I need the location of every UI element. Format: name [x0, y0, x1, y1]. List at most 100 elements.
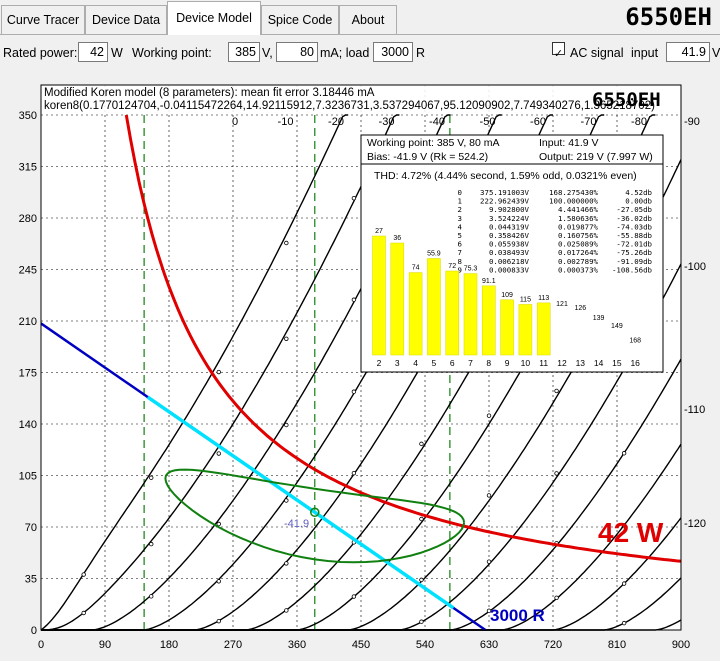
harmonics-table-cell: 4.441466%: [558, 205, 599, 214]
model-parameters: koren8(0.1770124704,-0.04115472264,14.92…: [44, 100, 655, 112]
y-tick-label: 0: [31, 625, 37, 637]
tab-spice-code[interactable]: Spice Code: [261, 5, 339, 34]
x-tick-label: 0: [38, 639, 44, 651]
harmonic-bar-value: 36: [393, 235, 401, 242]
measured-point: [486, 559, 492, 564]
x-tick-label: 900: [672, 639, 690, 651]
ac-signal-checkbox[interactable]: ✓: [552, 42, 565, 60]
harmonic-category-label: 14: [594, 358, 604, 368]
harmonic-bar: [518, 304, 533, 356]
harmonic-bar: [463, 273, 478, 356]
grid-voltage-label: -100: [684, 261, 706, 273]
measured-point: [419, 619, 424, 624]
bias-info: Bias: -41.9 V (Rk = 524.2): [367, 151, 488, 163]
measured-point: [149, 594, 154, 599]
harmonics-table-cell: 1.580636%: [558, 214, 599, 223]
tab-curve-tracer[interactable]: Curve Tracer: [1, 5, 85, 34]
measured-point: [351, 470, 357, 476]
working-current-input[interactable]: [276, 42, 318, 62]
y-tick-label: 140: [19, 419, 37, 431]
measured-point: [554, 471, 559, 476]
working-voltage-unit: V,: [262, 46, 273, 60]
grid-voltage-label: -70: [581, 116, 597, 128]
harmonic-bar-value: 27: [375, 228, 383, 235]
measured-point: [81, 572, 86, 577]
harmonics-table: 0 375.191003V 168.275430% 4.52db 1 222.962439…: [458, 188, 653, 274]
measured-point: [284, 608, 289, 613]
harmonics-table-cell: 0.025089%: [558, 240, 599, 249]
x-tick-label: 180: [160, 639, 178, 651]
harmonics-table-cell: 0.038493V: [489, 248, 530, 257]
measured-point: [351, 594, 357, 599]
measured-point: [149, 541, 154, 547]
harmonic-bar: [372, 235, 386, 356]
x-tick-label: 360: [288, 639, 306, 651]
harmonics-bar-chart: 27236374455.9572675.3791.181099115101131…: [372, 228, 641, 368]
model-title: Modified Koren model (8 parameters): mea…: [44, 87, 375, 99]
tab-device-data[interactable]: Device Data: [85, 5, 167, 34]
load-plot-label: 3000 R: [490, 606, 545, 625]
x-tick-label: 90: [99, 639, 111, 651]
plate-curve: [40, 114, 349, 631]
measured-point: [81, 610, 86, 616]
harmonic-bar-value: 72: [448, 263, 456, 270]
harmonics-table-cell: -55.88db: [616, 231, 652, 240]
harmonics-table-cell: 2: [458, 205, 462, 214]
thd-summary: THD: 4.72% (4.44% second, 1.59% odd, 0.0…: [374, 170, 637, 182]
harmonic-bar-value: 126: [574, 305, 586, 312]
harmonic-bar: [482, 285, 496, 356]
grid-voltage-label: -30: [379, 116, 395, 128]
y-tick-label: 350: [19, 110, 37, 122]
harmonics-table-cell: 100.000000%: [549, 197, 598, 206]
measured-point: [284, 336, 289, 341]
harmonic-category-label: 15: [612, 358, 622, 368]
tab-device-model[interactable]: Device Model: [167, 1, 261, 35]
load-unit: R: [416, 46, 426, 60]
harmonic-bar-value: 168: [629, 338, 641, 345]
harmonics-table-cell: 0.006218V: [489, 257, 530, 266]
harmonics-table-cell: 1: [458, 197, 462, 206]
harmonics-table-cell: 0.000373%: [558, 265, 599, 274]
measured-point: [284, 240, 289, 246]
harmonics-table-cell: 6: [458, 240, 462, 249]
y-tick-label: 175: [19, 368, 37, 380]
measured-point: [486, 608, 492, 614]
grid-voltage-label: -10: [278, 116, 294, 128]
bias-label: -41.9: [284, 518, 309, 530]
measured-point: [351, 297, 357, 302]
measured-point: [216, 579, 221, 584]
measured-point: [554, 595, 559, 600]
parameter-row: Rated power: W Working point: V, mA; loa…: [0, 42, 720, 66]
plot-frame: [40, 84, 682, 631]
measured-point: [216, 521, 221, 527]
harmonics-table-cell: 0.002789%: [558, 257, 599, 266]
working-point-marker: [310, 507, 320, 518]
harmonics-table-cell: 0.160756%: [558, 231, 599, 240]
tab-bar: Curve Tracer Device Data Device Model Sp…: [0, 0, 720, 35]
rated-power-plot-label: 42 W: [598, 517, 664, 548]
grid-voltage-label: -110: [684, 404, 705, 416]
working-voltage-input[interactable]: [228, 42, 260, 62]
load-input[interactable]: [373, 42, 413, 62]
harmonics-table-cell: 0.044319V: [489, 222, 530, 231]
harmonics-table-cell: 3: [458, 214, 462, 223]
harmonic-category-label: 7: [468, 358, 473, 368]
harmonics-table-cell: 0: [458, 188, 462, 197]
harmonics-table-cell: 0.055938V: [489, 240, 530, 249]
harmonic-category-label: 16: [630, 358, 640, 368]
input-voltage-input[interactable]: [666, 42, 710, 62]
measured-point: [284, 561, 289, 566]
measured-point: [419, 441, 424, 447]
harmonic-category-label: 5: [432, 358, 437, 368]
harmonics-table-cell: -72.01db: [616, 240, 652, 249]
grid-voltage-label: -50: [480, 116, 496, 128]
y-tick-label: 315: [19, 162, 37, 174]
harmonic-category-label: 4: [413, 358, 418, 368]
signal-ellipse: [164, 468, 466, 564]
tab-about[interactable]: About: [339, 5, 397, 34]
rated-power-input[interactable]: [78, 42, 108, 62]
harmonics-table-cell: 4: [458, 222, 463, 231]
x-tick-label: 270: [224, 639, 242, 651]
harmonics-panel: Working point: 385 V, 80 mA Input: 41.9 …: [360, 134, 664, 373]
